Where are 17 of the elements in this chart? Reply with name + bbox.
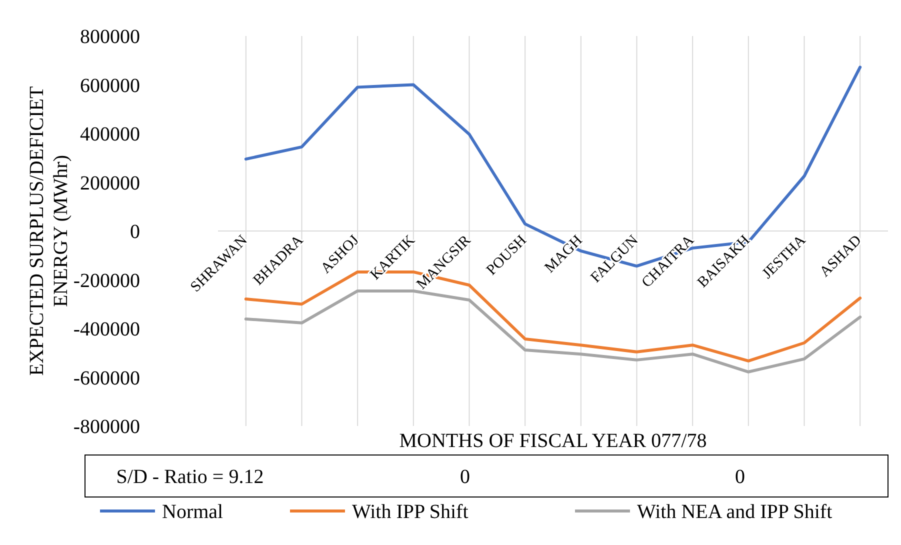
y-tick-label: 400000 <box>80 124 140 146</box>
legend-label: With IPP Shift <box>352 501 469 523</box>
y-tick-label: 0 <box>130 221 140 243</box>
y-tick-label: -800000 <box>73 416 140 438</box>
text: 0 <box>735 466 745 488</box>
y-tick-label: 200000 <box>80 172 140 194</box>
y-tick-label: 800000 <box>80 26 140 48</box>
y-tick-label: -600000 <box>73 367 140 390</box>
y-tick-label: -400000 <box>73 318 140 340</box>
text: S/D - Ratio = 9.12 <box>116 466 264 488</box>
y-axis-title: EXPECTED SURPLUS/DEFICIET ENERGY (MWhr) <box>26 86 72 376</box>
text: 0 <box>460 466 470 488</box>
legend-label: Normal <box>162 501 224 523</box>
x-axis-title: MONTHS OF FISCAL YEAR 077/78 <box>399 430 707 452</box>
y-tick-label: -200000 <box>73 270 140 292</box>
y-tick-label: 600000 <box>80 74 140 97</box>
legend-label: With NEA and IPP Shift <box>637 501 833 523</box>
